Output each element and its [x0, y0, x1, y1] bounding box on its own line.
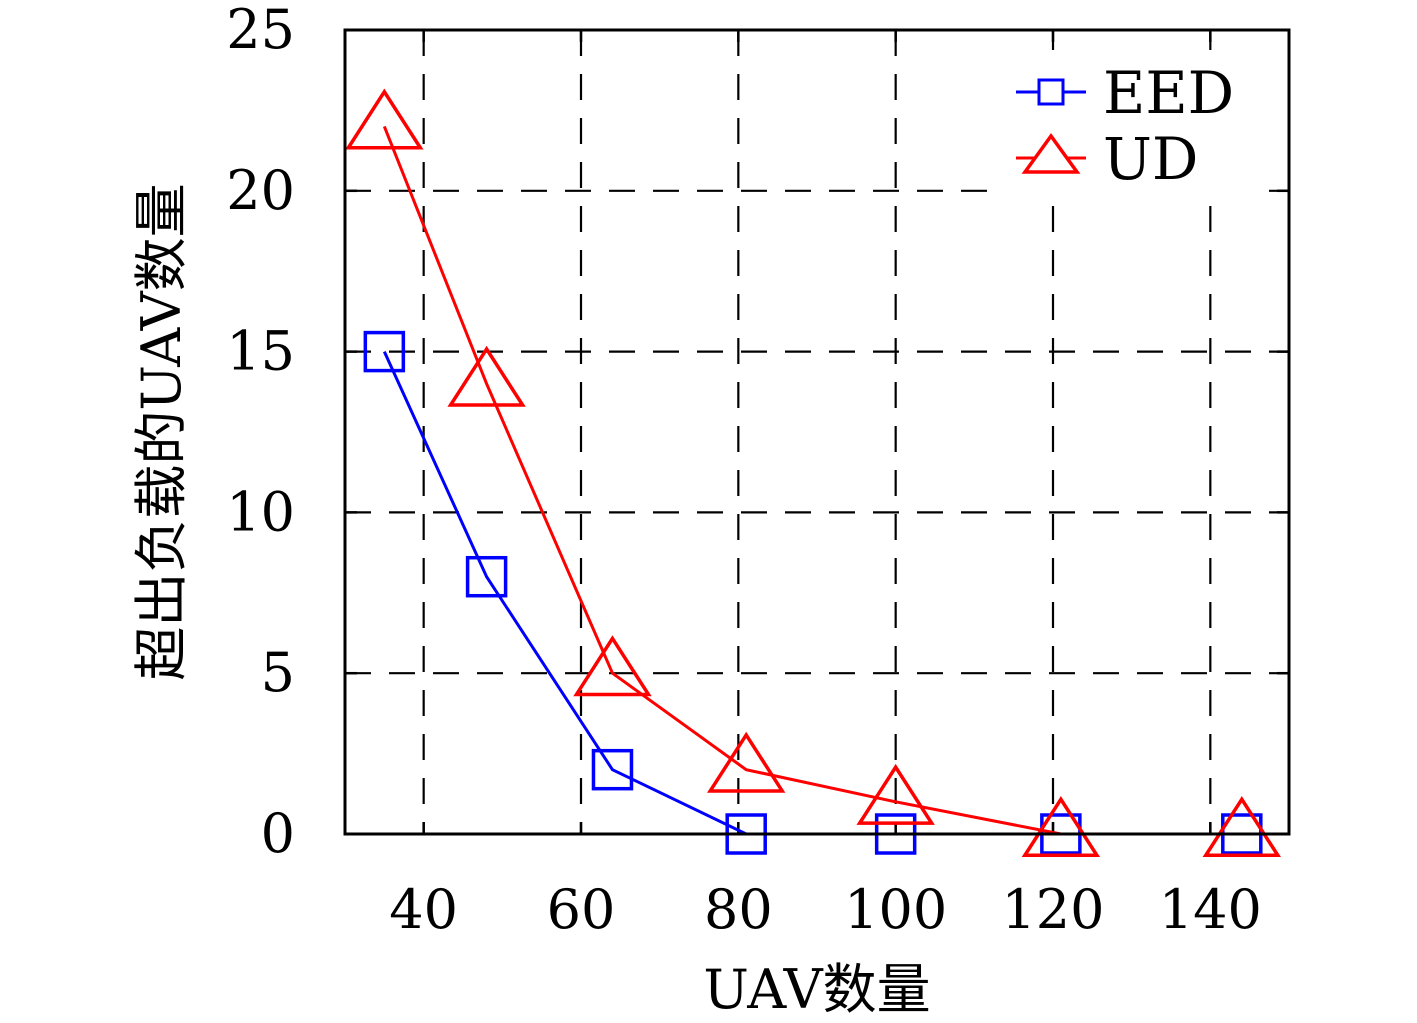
x-tick-label: 40: [389, 878, 458, 941]
y-tick-label: 5: [261, 641, 295, 704]
x-axis-title: UAV数量: [703, 958, 930, 1021]
data-series: [345, 88, 1282, 858]
x-tick-label: 100: [844, 878, 947, 941]
data-point-ud: [706, 731, 786, 793]
y-tick-label: 15: [226, 320, 295, 383]
x-tick-label: 80: [704, 878, 773, 941]
data-point-ud: [1021, 796, 1101, 858]
y-tick-label: 20: [226, 159, 295, 222]
y-tick-label: 10: [226, 480, 295, 543]
data-point-eed: [465, 555, 508, 598]
y-axis-title: 超出负载的UAV数量: [130, 183, 193, 680]
data-point-ud: [447, 345, 526, 407]
data-point-eed: [591, 748, 634, 791]
y-tick-label: 25: [226, 0, 295, 61]
legend-marker-eed: [1037, 78, 1065, 106]
data-point-ud: [1202, 796, 1282, 858]
legend-marker-ud: [1021, 133, 1081, 174]
series-line-ud: [382, 125, 1242, 836]
plot-frame: [343, 28, 1291, 836]
data-point-ud: [345, 88, 424, 150]
legend-background: [1005, 50, 1267, 205]
x-tick-label: 60: [547, 878, 616, 941]
x-tick-label: 140: [1159, 878, 1262, 941]
tick-labels: 40 60 80 100 120 140 0 5 10 15 20 25: [226, 0, 1262, 941]
data-point-eed: [363, 330, 406, 373]
legend-label-eed: EED: [1103, 59, 1234, 127]
legend-label-ud: UD: [1103, 125, 1198, 193]
y-tick-label: 0: [261, 802, 295, 865]
series-ud: [345, 88, 1282, 858]
data-point-ud: [856, 763, 935, 825]
data-point-ud: [573, 635, 652, 697]
series-line-eed: [382, 350, 1242, 836]
x-tick-label: 120: [1001, 878, 1104, 941]
